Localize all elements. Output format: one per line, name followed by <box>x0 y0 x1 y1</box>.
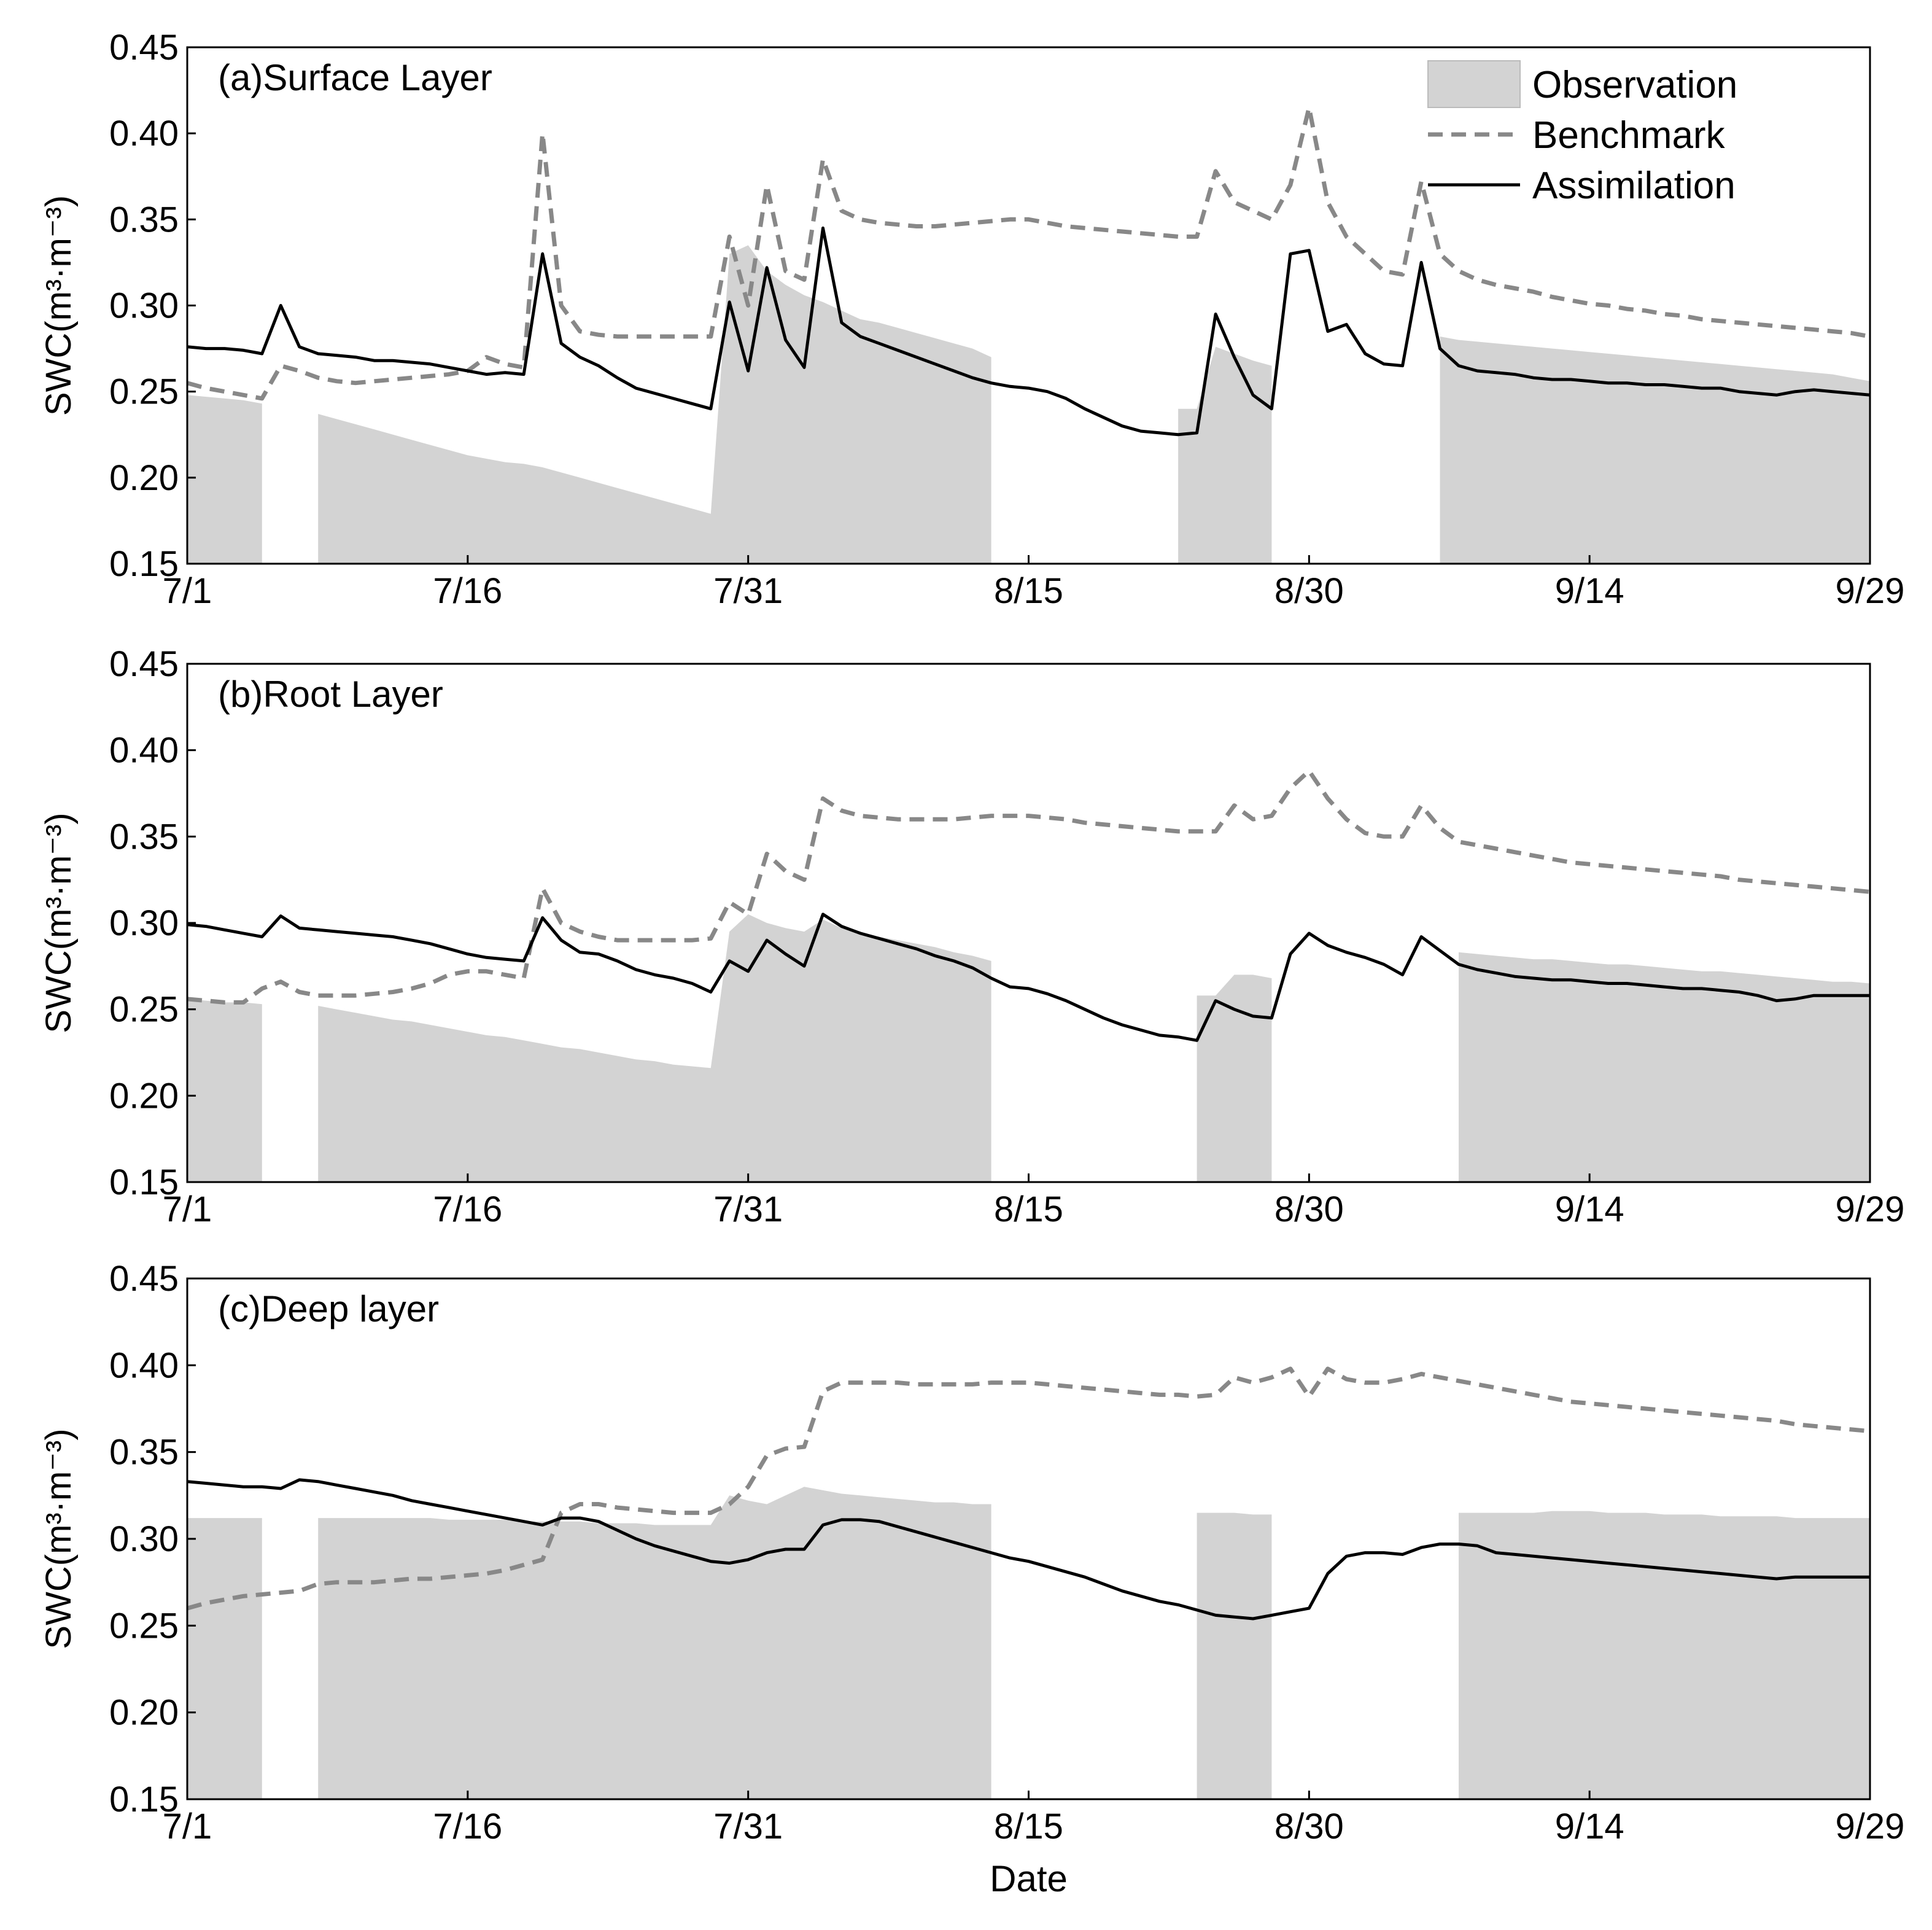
x-tick-label: 7/31 <box>713 1189 783 1229</box>
observation-area <box>1440 337 1870 564</box>
plot-area <box>187 768 1870 1182</box>
x-tick-label: 7/1 <box>163 1807 212 1846</box>
x-tick-label: 7/31 <box>713 571 783 611</box>
benchmark-line <box>187 1366 1870 1611</box>
legend-label: Observation <box>1532 64 1737 106</box>
x-tick-label: 8/30 <box>1274 1807 1344 1846</box>
x-tick-label: 7/31 <box>713 1807 783 1846</box>
observation-area <box>187 998 262 1182</box>
x-tick-label: 9/14 <box>1555 571 1624 611</box>
y-tick-label: 0.40 <box>109 1345 179 1385</box>
observation-area <box>1459 952 1870 1182</box>
observation-area <box>318 1487 991 1799</box>
legend-swatch <box>1427 60 1521 108</box>
observation-area <box>187 1518 262 1799</box>
observation-area <box>318 914 991 1182</box>
x-tick-label: 8/15 <box>994 571 1063 611</box>
x-tick-label: 8/15 <box>994 1807 1063 1846</box>
assimilation-line <box>187 912 1870 1042</box>
y-tick-label: 0.30 <box>109 1519 179 1559</box>
observation-area <box>1178 346 1272 564</box>
y-tick-label: 0.25 <box>109 1606 179 1646</box>
y-axis-label: SWC(m³·m⁻³) <box>39 1428 79 1649</box>
y-tick-label: 0.30 <box>109 903 179 943</box>
x-tick-label: 7/16 <box>433 571 502 611</box>
y-tick-label: 0.15 <box>109 544 179 584</box>
plot-area <box>187 1366 1870 1799</box>
assimilation-line <box>187 1478 1870 1621</box>
panel-title: (a)Surface Layer <box>218 57 492 98</box>
legend-label: Assimilation <box>1532 165 1736 207</box>
x-axis-label: Date <box>990 1858 1068 1899</box>
y-axis-label: SWC(m³·m⁻³) <box>39 195 79 416</box>
y-tick-label: 0.45 <box>109 644 179 684</box>
panel-title: (b)Root Layer <box>218 674 443 715</box>
y-tick-label: 0.30 <box>109 286 179 326</box>
x-tick-label: 8/30 <box>1274 571 1344 611</box>
observation-area <box>1459 1511 1870 1799</box>
observation-area <box>1197 975 1272 1182</box>
y-tick-label: 0.20 <box>109 1693 179 1733</box>
y-tick-label: 0.45 <box>109 1259 179 1299</box>
y-tick-label: 0.20 <box>109 458 179 498</box>
y-tick-label: 0.35 <box>109 817 179 857</box>
x-tick-label: 7/1 <box>163 1189 212 1229</box>
x-tick-label: 9/29 <box>1836 1807 1905 1846</box>
x-tick-label: 9/29 <box>1836 571 1905 611</box>
panel-title: (c)Deep layer <box>218 1288 439 1329</box>
y-tick-label: 0.15 <box>109 1162 179 1202</box>
x-tick-label: 8/30 <box>1274 1189 1344 1229</box>
x-tick-label: 7/16 <box>433 1807 502 1846</box>
y-axis-label: SWC(m³·m⁻³) <box>39 812 79 1033</box>
observation-area <box>187 395 262 564</box>
x-tick-label: 8/15 <box>994 1189 1063 1229</box>
x-tick-label: 9/29 <box>1836 1189 1905 1229</box>
legend-label: Benchmark <box>1532 114 1726 157</box>
y-tick-label: 0.40 <box>109 114 179 154</box>
y-tick-label: 0.35 <box>109 200 179 239</box>
y-tick-label: 0.15 <box>109 1780 179 1819</box>
y-tick-label: 0.25 <box>109 372 179 412</box>
y-tick-label: 0.25 <box>109 990 179 1030</box>
x-tick-label: 9/14 <box>1555 1189 1624 1229</box>
assimilation-line <box>187 226 1870 437</box>
benchmark-line <box>187 768 1870 1005</box>
plot-area <box>187 105 1870 564</box>
y-tick-label: 0.45 <box>109 28 179 68</box>
y-tick-label: 0.40 <box>109 731 179 771</box>
observation-area <box>318 245 991 564</box>
observation-area <box>1197 1512 1272 1799</box>
x-tick-label: 7/16 <box>433 1189 502 1229</box>
y-tick-label: 0.20 <box>109 1076 179 1116</box>
y-tick-label: 0.35 <box>109 1433 179 1473</box>
x-tick-label: 7/1 <box>163 571 212 611</box>
x-tick-label: 9/14 <box>1555 1807 1624 1846</box>
